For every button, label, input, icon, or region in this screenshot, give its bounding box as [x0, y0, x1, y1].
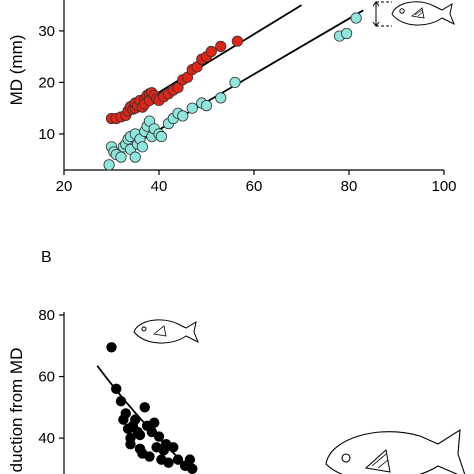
panel-b-point	[115, 395, 127, 407]
panel-b-point	[168, 442, 179, 453]
panel-b-point	[134, 429, 146, 441]
panel-a-red-point	[205, 45, 217, 58]
panel-a-x-tick-label: 20	[56, 178, 73, 195]
panel-b-point	[125, 439, 136, 450]
panel-a-x-tick-label: 40	[151, 178, 168, 195]
panel-b-y-tick-label: 80	[38, 307, 55, 324]
fish-illustration-small	[372, 1, 455, 27]
panel-a-ticks: 20 40 60 80 100 10 20 30	[38, 23, 456, 195]
panel-b-point	[111, 383, 122, 395]
panel-a-cyan-point	[186, 102, 198, 114]
panel-b-point	[130, 414, 141, 425]
panel-b-ticks: 40 60 80	[38, 307, 64, 447]
panel-a-y-axis-title: MD (mm)	[7, 35, 26, 106]
panel-b-points	[106, 342, 198, 474]
panel-a-cyan-point	[350, 12, 362, 24]
panel-a: 20 40 60 80 100 10 20 30 MD (mm)	[7, 0, 457, 195]
fish-illustration-adult	[325, 428, 466, 474]
panel-b-point	[153, 431, 165, 442]
panel-a-fit-line	[120, 9, 364, 153]
panel-a-x-tick-label: 60	[246, 178, 263, 195]
panel-a-cyan-point	[129, 151, 141, 163]
panel-b: B 40 60 80 duction from MD	[7, 249, 466, 474]
panel-a-cyan-point	[215, 92, 227, 104]
panel-b-point	[106, 342, 117, 353]
panel-a-cyan-point	[341, 27, 353, 40]
panel-a-x-tick-label: 100	[431, 178, 456, 195]
panel-a-y-tick-label: 20	[38, 74, 55, 91]
panel-b-label: B	[41, 249, 52, 266]
panel-a-cyan-point	[103, 159, 115, 171]
panel-b-y-tick-label: 40	[38, 430, 55, 447]
panel-a-cyan-point	[177, 110, 189, 122]
panel-b-point	[184, 454, 196, 465]
panel-a-x-tick-label: 80	[341, 178, 358, 195]
panel-a-y-tick-label: 30	[38, 23, 55, 40]
panel-b-point	[187, 463, 198, 474]
panel-a-cyan-point	[155, 130, 167, 143]
panel-b-y-axis-title: duction from MD	[7, 348, 26, 473]
panel-b-point	[139, 402, 150, 413]
panel-a-cyan-point	[200, 100, 213, 112]
fish-illustration-juvenile	[133, 319, 199, 344]
panel-b-point	[120, 408, 131, 419]
panel-a-cyan-point	[115, 151, 127, 163]
panel-b-point	[144, 451, 155, 462]
panel-a-cyan-point	[136, 141, 148, 153]
panel-b-point	[163, 457, 174, 468]
panel-a-y-tick-label: 10	[38, 126, 55, 143]
panel-a-red-point	[231, 35, 243, 47]
panel-a-cyan-point	[229, 76, 241, 89]
panel-b-point	[172, 454, 184, 465]
panel-a-red-point	[215, 40, 227, 52]
panel-a-points	[103, 12, 362, 171]
panel-b-y-tick-label: 60	[38, 369, 55, 386]
panel-b-point	[149, 417, 160, 428]
